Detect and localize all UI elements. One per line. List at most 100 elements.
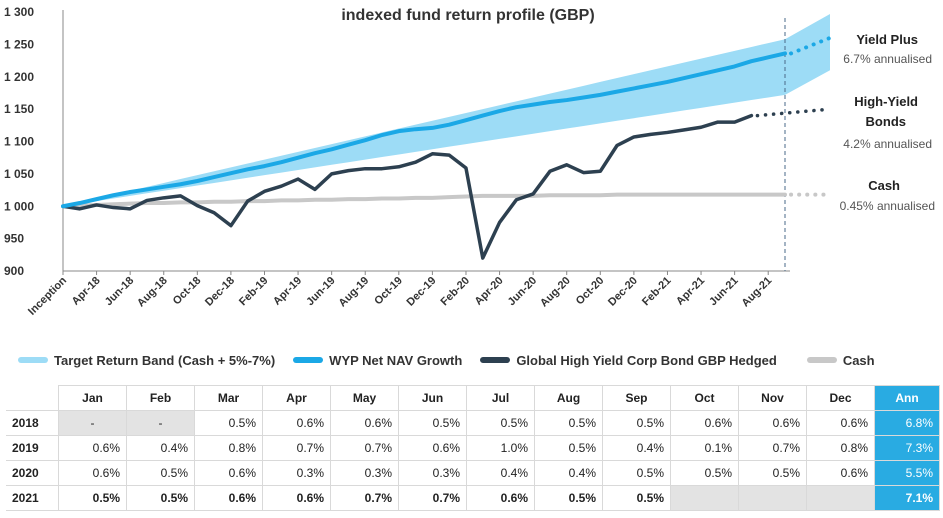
monthly-return-cell: 0.7% xyxy=(398,485,467,511)
y-tick-label: 1 050 xyxy=(4,167,34,181)
x-tick-label: Feb-20 xyxy=(439,275,473,309)
y-tick-label: 950 xyxy=(4,232,24,246)
x-tick-label: Inception xyxy=(26,274,69,317)
monthly-return-cell xyxy=(738,485,807,511)
column-header: Sep xyxy=(602,385,671,411)
monthly-return-cell: 0.5% xyxy=(534,410,603,436)
monthly-return-cell xyxy=(806,485,875,511)
monthly-return-cell: 0.7% xyxy=(262,435,331,461)
x-tick-label: Dec-19 xyxy=(405,275,439,309)
x-tick-label: Jun-20 xyxy=(506,275,540,309)
monthly-return-cell: - xyxy=(126,410,195,436)
fund-return-chart: indexed fund return profile (GBP) 900 950… xyxy=(4,5,935,318)
legend-swatch xyxy=(806,357,837,363)
column-header: Apr xyxy=(262,385,331,411)
monthly-return-cell: 0.6% xyxy=(806,460,875,486)
x-tick-label: Dec-20 xyxy=(606,275,640,309)
column-header: Aug xyxy=(534,385,603,411)
yield-plus-annualised: 6.7% annualised xyxy=(843,52,932,66)
monthly-return-cell: 0.4% xyxy=(534,460,603,486)
legend-label: Target Return Band (Cash + 5%-7%) xyxy=(54,352,276,368)
table-corner xyxy=(6,385,59,411)
x-tick-label: Apr-19 xyxy=(271,275,304,308)
annual-return-cell: 6.8% xyxy=(874,410,940,436)
column-header: Jul xyxy=(466,385,535,411)
monthly-return-cell: 0.6% xyxy=(262,485,331,511)
monthly-return-cell: 0.6% xyxy=(194,460,263,486)
cash-label: Cash xyxy=(868,178,900,193)
x-tick-label: Aug-18 xyxy=(135,275,170,310)
high-yield-bond-line-projection xyxy=(755,107,832,118)
chart-title: indexed fund return profile (GBP) xyxy=(341,7,594,24)
legend-item: Target Return Band (Cash + 5%-7%) xyxy=(18,353,275,368)
x-tick-label: Oct-19 xyxy=(372,275,405,308)
monthly-return-cell: 0.5% xyxy=(126,485,195,511)
row-year: 2020 xyxy=(6,460,59,486)
high-yield-annualised: 4.2% annualised xyxy=(843,137,932,151)
monthly-return-cell: 0.4% xyxy=(126,435,195,461)
monthly-return-cell: 0.5% xyxy=(194,410,263,436)
monthly-return-cell: - xyxy=(58,410,127,436)
monthly-return-cell: 0.7% xyxy=(738,435,807,461)
monthly-return-cell: 1.0% xyxy=(466,435,535,461)
monthly-return-cell: 0.5% xyxy=(126,460,195,486)
annual-return-cell: 5.5% xyxy=(874,460,940,486)
monthly-return-cell: 0.5% xyxy=(534,435,603,461)
monthly-return-cell: 0.5% xyxy=(602,410,671,436)
high-yield-label-line2: Bonds xyxy=(866,114,906,129)
monthly-return-cell: 0.5% xyxy=(398,410,467,436)
monthly-return-cell: 0.8% xyxy=(194,435,263,461)
monthly-return-cell: 0.6% xyxy=(738,410,807,436)
column-header: Mar xyxy=(194,385,263,411)
monthly-return-cell: 0.6% xyxy=(398,435,467,461)
y-tick-label: 1 150 xyxy=(4,102,34,116)
y-tick-label: 1 250 xyxy=(4,37,34,51)
monthly-return-cell: 0.4% xyxy=(466,460,535,486)
nav-growth-line-projection xyxy=(789,35,832,56)
table-row: 2018- -0.5% 0.6% 0.6% 0.5% 0.5% 0.5% 0.5% 0.6% 0.… xyxy=(6,410,940,436)
annual-return-cell: 7.1% xyxy=(874,485,940,511)
column-header: Jun xyxy=(398,385,467,411)
legend-swatch xyxy=(293,357,324,363)
nav-growth-line xyxy=(61,51,787,209)
monthly-return-cell: 0.7% xyxy=(330,485,399,511)
table-header-row: Jan Feb Mar Apr May Jun Jul Aug Sep Oct Nov Dec Ann xyxy=(6,385,940,411)
monthly-return-cell: 0.6% xyxy=(466,485,535,511)
row-year: 2021 xyxy=(6,485,59,511)
y-tick-label: 1 200 xyxy=(4,70,34,84)
annual-return-cell: 7.3% xyxy=(874,435,940,461)
column-header: Nov xyxy=(738,385,807,411)
monthly-return-cell: 0.8% xyxy=(806,435,875,461)
monthly-return-cell: 0.6% xyxy=(58,460,127,486)
x-tick-label: Dec-18 xyxy=(203,275,237,309)
monthly-return-cell: 0.6% xyxy=(670,410,739,436)
y-tick-label: 1 100 xyxy=(4,135,34,149)
high-yield-label: High-Yield xyxy=(854,94,918,109)
monthly-return-cell: 0.1% xyxy=(670,435,739,461)
target-return-band xyxy=(63,13,830,207)
monthly-return-cell: 0.6% xyxy=(330,410,399,436)
monthly-return-cell: 0.6% xyxy=(262,410,331,436)
x-tick-label: Apr-21 xyxy=(674,275,707,308)
column-header: Dec xyxy=(806,385,875,411)
monthly-return-cell: 0.5% xyxy=(534,485,603,511)
row-year: 2019 xyxy=(6,435,59,461)
legend-label: Cash xyxy=(842,352,875,368)
monthly-return-cell: 0.5% xyxy=(602,460,671,486)
monthly-return-cell: 0.6% xyxy=(58,435,127,461)
high-yield-bond-line xyxy=(61,113,754,260)
x-tick-label: Oct-20 xyxy=(574,275,607,308)
x-tick-label: Jun-18 xyxy=(103,275,137,309)
x-tick-label: Feb-19 xyxy=(237,275,271,309)
row-year: 2018 xyxy=(6,410,59,436)
monthly-return-cell: 0.5% xyxy=(466,410,535,436)
y-tick-label: 900 xyxy=(4,264,24,278)
x-tick-label: Aug-21 xyxy=(739,275,774,310)
column-header: May xyxy=(330,385,399,411)
cash-annualised: 0.45% annualised xyxy=(840,199,935,213)
monthly-return-cell: 0.6% xyxy=(194,485,263,511)
monthly-return-cell xyxy=(670,485,739,511)
monthly-return-cell: 0.5% xyxy=(738,460,807,486)
x-tick-label: Aug-20 xyxy=(538,275,573,310)
cash-line xyxy=(61,192,787,209)
